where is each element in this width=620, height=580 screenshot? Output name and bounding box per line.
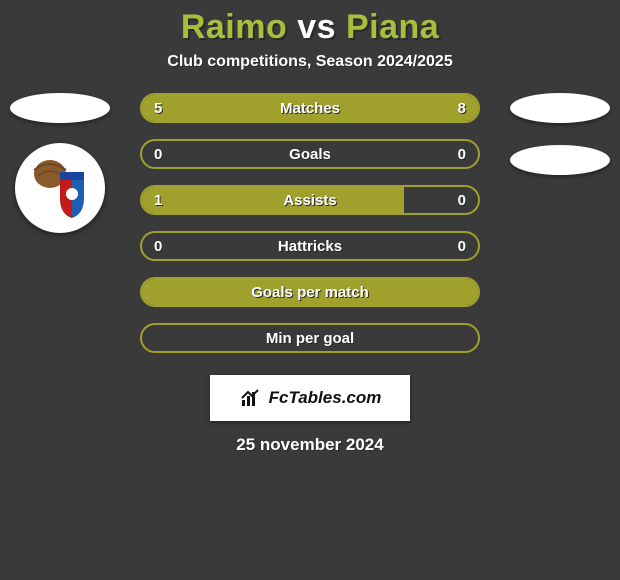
stat-fill-left — [142, 279, 478, 305]
date-label: 25 november 2024 — [236, 435, 383, 455]
player2-club-oval — [510, 145, 610, 175]
stat-fill-left — [142, 187, 404, 213]
player2-badge-column — [510, 93, 610, 175]
stat-label: Min per goal — [142, 325, 478, 351]
stat-row: 10Assists — [140, 185, 480, 215]
chart-icon — [239, 386, 263, 410]
stat-row: Goals per match — [140, 277, 480, 307]
stat-value-left: 0 — [154, 141, 162, 167]
stat-label: Hattricks — [142, 233, 478, 259]
comparison-card: Raimo vs Piana Club competitions, Season… — [0, 0, 620, 580]
page-title: Raimo vs Piana — [181, 8, 439, 47]
chart-area: 58Matches00Goals10Assists00HattricksGoal… — [0, 93, 620, 353]
stat-bars: 58Matches00Goals10Assists00HattricksGoal… — [140, 93, 480, 353]
source-logo: FcTables.com — [210, 375, 410, 421]
stat-value-right: 0 — [458, 187, 466, 213]
player1-club-crest — [15, 143, 105, 233]
player1-name-oval — [10, 93, 110, 123]
stat-row: Min per goal — [140, 323, 480, 353]
player1-badge-column — [10, 93, 110, 233]
player1-name: Raimo — [181, 8, 287, 46]
player2-name: Piana — [346, 8, 439, 46]
club-crest-icon — [24, 152, 96, 224]
logo-text: FcTables.com — [269, 388, 382, 408]
stat-row: 58Matches — [140, 93, 480, 123]
stat-value-left: 5 — [154, 95, 162, 121]
stat-label: Goals — [142, 141, 478, 167]
stat-value-right: 8 — [458, 95, 466, 121]
stat-row: 0 0Goals — [140, 139, 480, 169]
stat-fill-right — [270, 95, 478, 121]
vs-label: vs — [297, 8, 336, 46]
stat-value-right: 0 — [458, 141, 466, 167]
stat-value-left: 0 — [154, 233, 162, 259]
player2-name-oval — [510, 93, 610, 123]
stat-row: 0 0Hattricks — [140, 231, 480, 261]
subtitle: Club competitions, Season 2024/2025 — [167, 53, 452, 71]
stat-value-left: 1 — [154, 187, 162, 213]
stat-value-right: 0 — [458, 233, 466, 259]
